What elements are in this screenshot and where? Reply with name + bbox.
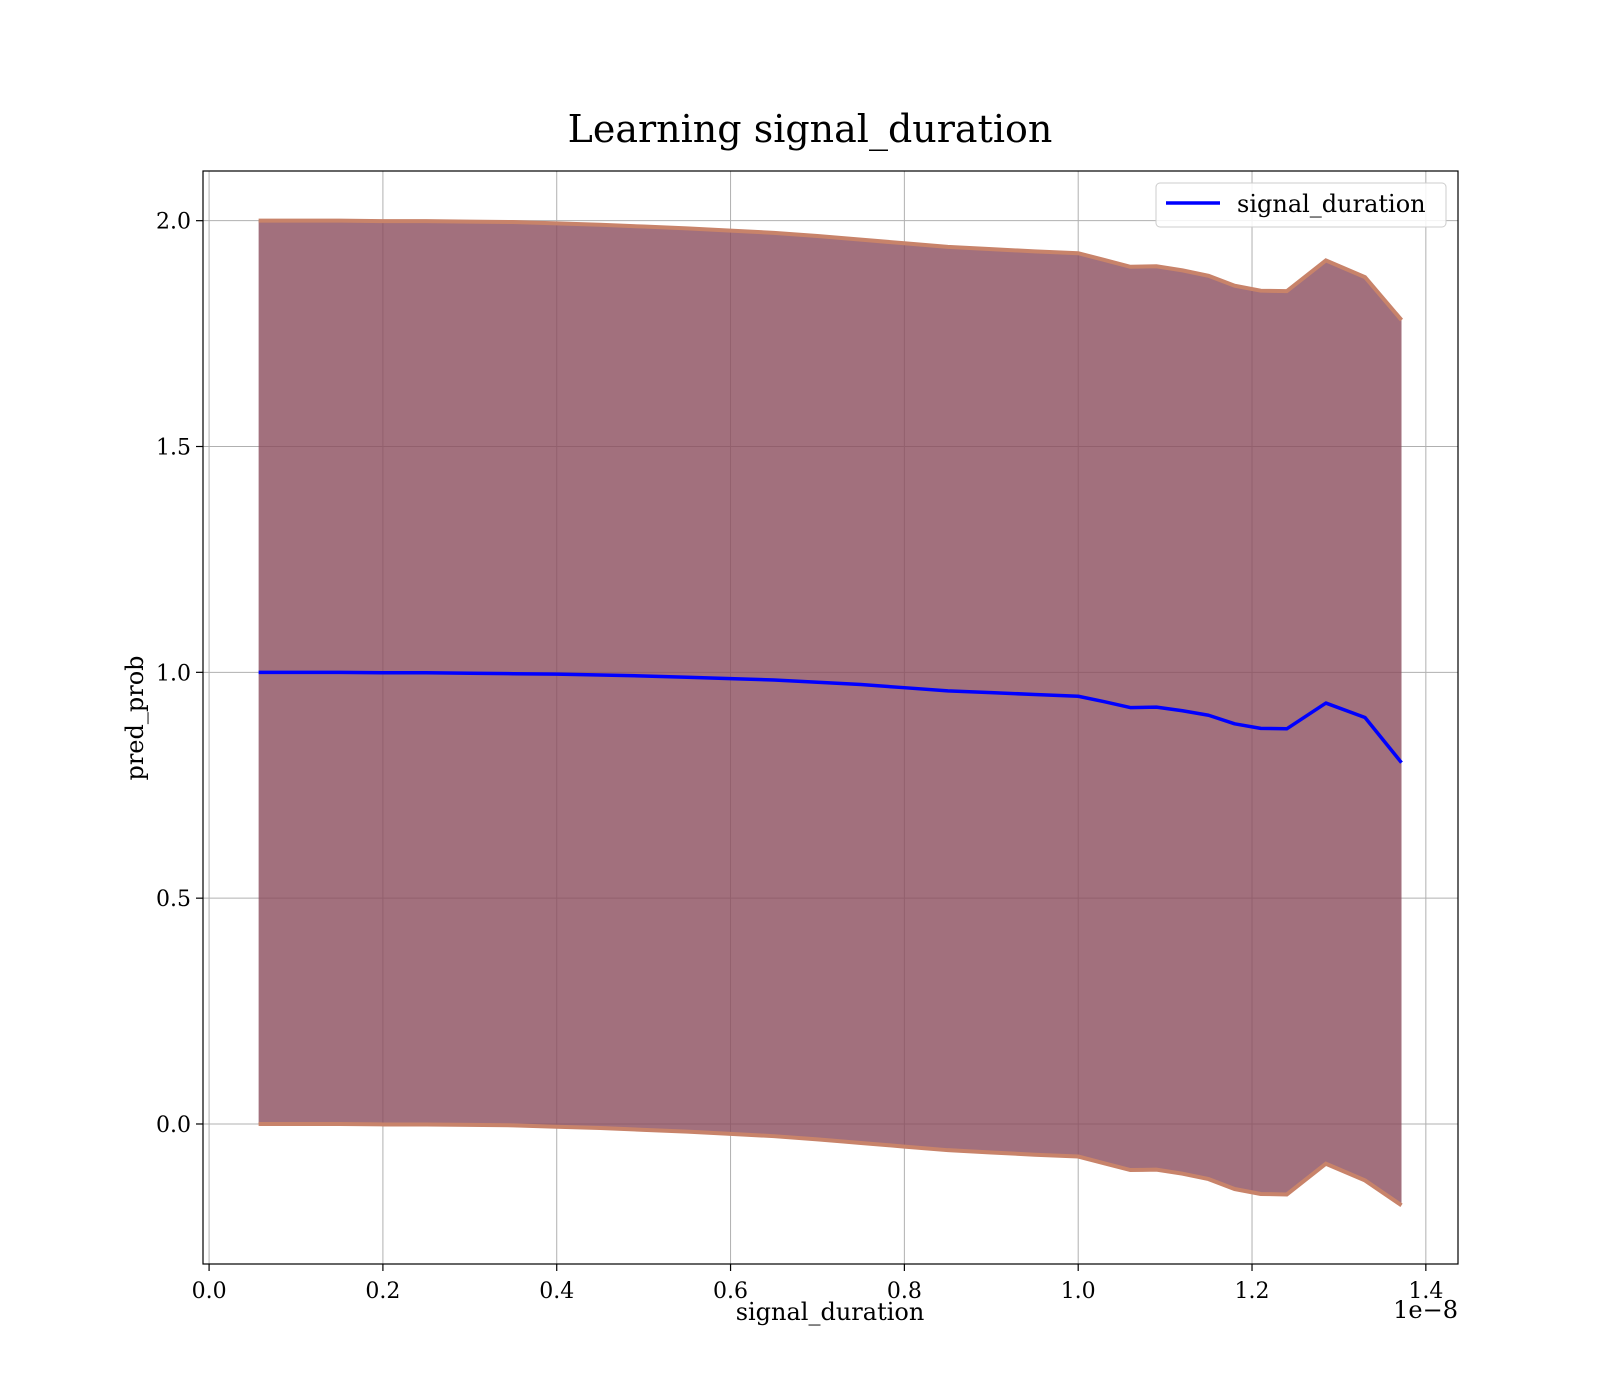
x-tick-label: 0.0: [192, 1279, 227, 1304]
y-tick-label: 0.0: [156, 1113, 191, 1138]
legend: signal_duration: [1155, 182, 1447, 228]
series-line-signal-duration: [258, 670, 1403, 764]
x-tick-label: 0.8: [887, 1279, 922, 1304]
confidence-band: [258, 220, 1402, 1206]
x-axis-label: signal_duration: [736, 1298, 925, 1326]
band-lower-edge: [258, 1121, 1403, 1207]
x-tick-label: 1.2: [1235, 1279, 1270, 1304]
plot-area: [258, 218, 1404, 1207]
y-tick-label: 1.5: [156, 436, 191, 461]
x-tick-label: 0.6: [713, 1279, 748, 1304]
x-tick-label: 0.2: [365, 1279, 400, 1304]
y-tick-label: 0.5: [156, 887, 191, 912]
legend-entry-label: signal_duration: [1237, 190, 1426, 218]
band-upper-edge: [258, 218, 1404, 322]
y-tick-label: 2.0: [156, 210, 191, 235]
chart-title: Learning signal_duration: [568, 107, 1053, 152]
y-tick-label: 1.0: [156, 661, 191, 686]
y-axis-label: pred_prob: [121, 655, 149, 780]
x-tick-label: 1.0: [1061, 1279, 1096, 1304]
legend-box: [1155, 182, 1447, 228]
x-tick-label: 0.4: [539, 1279, 574, 1304]
x-tick-label: 1.4: [1408, 1279, 1443, 1304]
axes-frame: [202, 170, 1459, 1265]
y-ticks: 0.0 0.5 1.0 1.5 2.0: [156, 210, 203, 1138]
x-offset-label: 1e−8: [1393, 1296, 1458, 1324]
x-ticks: 0.0 0.2 0.4 0.6 0.8 1.0 1.2 1.4: [192, 1264, 1443, 1304]
